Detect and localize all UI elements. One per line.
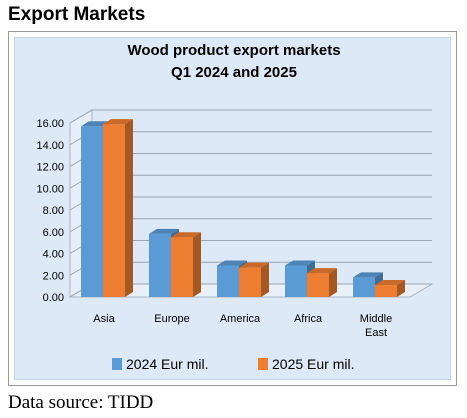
legend-label: 2024 Eur mil. <box>126 356 208 372</box>
bar-front <box>103 124 125 298</box>
bar-top <box>307 268 337 274</box>
bar-top <box>103 119 133 125</box>
x-tick-label: Africa <box>294 313 323 325</box>
legend-item: 2024 Eur mil. <box>112 356 208 372</box>
bar <box>307 268 337 297</box>
y-tick-label: 6.00 <box>43 227 64 239</box>
data-source: Data source: TIDD <box>8 392 154 413</box>
bar-front <box>353 277 375 297</box>
bar-top <box>353 272 383 278</box>
bar <box>103 119 133 298</box>
chart-title: Wood product export markets <box>127 42 340 59</box>
bar-side <box>193 232 201 297</box>
bar <box>375 280 405 297</box>
bar-top <box>149 228 179 234</box>
legend: 2024 Eur mil. 2025 Eur mil. <box>112 356 354 372</box>
bar-front <box>171 237 193 297</box>
bar-side <box>125 119 133 298</box>
bar-front <box>239 267 261 297</box>
y-tick-label: 10.00 <box>36 183 64 195</box>
y-tick-label: 0.00 <box>43 292 64 304</box>
bar-side <box>329 268 337 297</box>
y-tick-label: 14.00 <box>36 140 64 152</box>
y-tick-label: 8.00 <box>43 205 64 217</box>
x-tick-label: Asia <box>93 313 115 325</box>
x-tick-label: Europe <box>154 313 189 325</box>
bar-top <box>285 260 315 266</box>
bar <box>171 232 201 297</box>
bar <box>239 262 269 297</box>
bar-front <box>149 233 171 297</box>
bar-front <box>217 265 239 297</box>
x-axis-labels: Asia Europe America Africa Middle East <box>93 313 392 339</box>
x-tick-label: Middle East <box>360 313 392 339</box>
y-tick-label: 12.00 <box>36 162 64 174</box>
bar-top <box>239 262 269 268</box>
bar-front <box>375 285 397 297</box>
bar-top <box>171 232 201 238</box>
y-tick-label: 16.00 <box>36 118 64 130</box>
bar-front <box>285 265 307 297</box>
gridline <box>69 109 432 124</box>
bar-front <box>307 273 329 297</box>
bar-front <box>81 126 103 297</box>
bars <box>81 119 405 298</box>
x-tick-label: America <box>220 313 261 325</box>
chart-subtitle: Q1 2024 and 2025 <box>171 64 297 81</box>
legend-item: 2025 Eur mil. <box>258 356 354 372</box>
bar-side <box>397 280 405 297</box>
y-axis-ticks: 0.00 2.00 4.00 6.00 8.00 10.00 12.00 14.00 16.00 <box>36 118 64 304</box>
legend-swatch <box>112 358 122 370</box>
bar-top <box>375 280 405 286</box>
bar-top <box>217 260 247 266</box>
y-tick-label: 4.00 <box>43 249 64 261</box>
legend-label: 2025 Eur mil. <box>272 356 354 372</box>
page-heading: Export Markets <box>8 4 146 25</box>
legend-swatch <box>258 358 268 370</box>
bar-side <box>261 262 269 297</box>
y-tick-label: 2.00 <box>43 270 64 282</box>
